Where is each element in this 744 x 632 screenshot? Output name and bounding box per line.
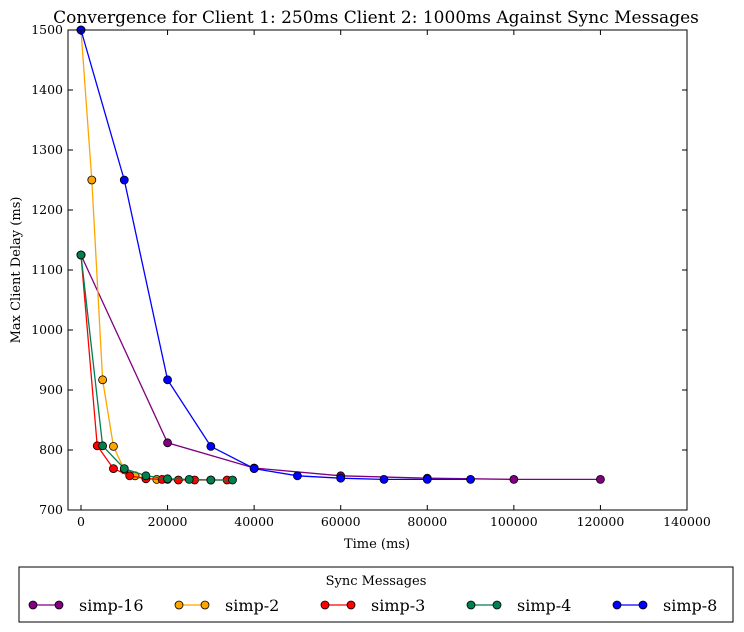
legend-title: Sync Messages — [326, 574, 427, 589]
data-point — [119, 464, 129, 474]
data-point — [379, 474, 389, 484]
series-simp-8 — [76, 25, 475, 484]
data-point — [98, 441, 108, 451]
y-tick-label: 900 — [39, 382, 63, 397]
legend-item-simp-16: simp-16 — [28, 596, 144, 615]
y-tick-label: 1200 — [31, 202, 63, 217]
legend-marker — [612, 600, 622, 610]
data-point — [184, 474, 194, 484]
plot-frame — [67, 29, 688, 511]
y-tick-label: 1100 — [31, 262, 63, 277]
data-point — [163, 375, 172, 385]
data-point — [87, 175, 97, 185]
series-simp-16 — [76, 250, 605, 484]
data-point — [596, 474, 605, 484]
x-tick-label: 80000 — [407, 514, 447, 529]
legend-items: simp-16 simp-2 simp-3 simp-4 simp-8 — [28, 596, 717, 615]
x-axis-label: Time (ms) — [344, 537, 410, 552]
legend-marker — [346, 600, 356, 610]
data-point — [125, 471, 135, 481]
legend-marker — [638, 600, 648, 610]
data-point — [293, 471, 302, 481]
legend-item-simp-4: simp-4 — [466, 596, 571, 615]
legend-label: simp-2 — [225, 596, 279, 615]
series-simp-4 — [76, 250, 237, 485]
data-point — [466, 474, 475, 484]
y-tick-label: 700 — [39, 502, 63, 517]
y-axis-label: Max Client Delay (ms) — [9, 197, 24, 344]
x-tick-label: 120000 — [577, 514, 625, 529]
legend-marker — [28, 600, 38, 610]
y-tick-label: 1000 — [31, 322, 63, 337]
x-tick-label: 40000 — [234, 514, 274, 529]
data-point — [109, 464, 118, 474]
legend-label: simp-4 — [517, 596, 571, 615]
data-point — [98, 375, 108, 385]
legend-marker — [466, 600, 476, 610]
legend-label: simp-8 — [663, 596, 717, 615]
data-point — [509, 474, 519, 484]
legend-marker — [200, 600, 210, 610]
legend-marker — [320, 600, 330, 610]
data-point — [173, 475, 183, 485]
legend-marker — [174, 600, 184, 610]
legend-marker — [492, 600, 502, 610]
legend-label: simp-3 — [371, 596, 425, 615]
legend-marker — [54, 600, 64, 610]
series-line-simp-8 — [80, 29, 471, 481]
x-tick-label: 20000 — [148, 514, 188, 529]
axes: 0 20000 40000 60000 80000 100000 120000 140000 7… — [31, 22, 711, 529]
legend-item-simp-8: simp-8 — [612, 596, 717, 615]
legend: Sync Messages simp-16 simp-2 simp-3 simp-4 s… — [18, 566, 734, 623]
data-point — [249, 464, 259, 474]
data-point — [163, 474, 172, 484]
data-point — [141, 471, 151, 481]
y-tick-label: 800 — [39, 442, 63, 457]
series-line-simp-16 — [80, 254, 601, 481]
data-point — [76, 250, 86, 260]
data-point — [119, 175, 129, 185]
legend-item-simp-3: simp-3 — [320, 596, 425, 615]
plot-area — [76, 25, 605, 485]
legend-frame — [18, 566, 734, 623]
x-tick-label: 140000 — [663, 514, 711, 529]
data-point — [228, 475, 237, 485]
series-simp-2 — [76, 25, 172, 484]
data-point — [206, 475, 216, 485]
x-tick-label: 0 — [77, 514, 85, 529]
legend-item-simp-2: simp-2 — [174, 596, 279, 615]
y-tick-label: 1300 — [31, 142, 63, 157]
data-point — [109, 441, 118, 451]
data-point — [422, 474, 432, 484]
legend-label: simp-16 — [79, 596, 144, 615]
y-tick-label: 1500 — [31, 22, 63, 37]
x-tick-label: 60000 — [321, 514, 361, 529]
chart-title: Convergence for Client 1: 250ms Client 2… — [53, 8, 699, 28]
data-point — [163, 438, 172, 448]
y-tick-label: 1400 — [31, 82, 63, 97]
data-point — [206, 441, 216, 451]
x-tick-label: 100000 — [490, 514, 538, 529]
data-point — [336, 473, 346, 483]
